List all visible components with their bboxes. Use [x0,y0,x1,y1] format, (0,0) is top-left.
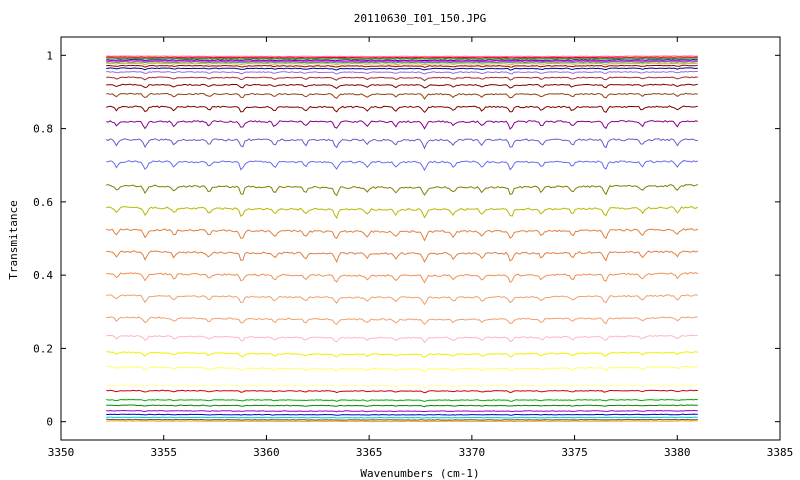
y-tick-label: 1 [46,49,53,62]
series-line [106,76,698,82]
axes-layer: 3350 3355 3360 3365 3370 3375 3380 3385 0 0.2 0.4 0… [33,37,793,459]
y-tick-label: 0.6 [33,196,53,209]
x-tick-label: 3365 [356,446,383,459]
series-line [106,398,698,403]
x-tick-label: 3350 [48,446,75,459]
series-line [106,334,698,344]
series-line [106,58,698,62]
series-line [106,57,698,60]
y-tick-label: 0.8 [33,123,53,136]
series-line [106,294,698,306]
series-line [106,413,698,416]
series-line [106,60,698,63]
series-line [106,416,698,419]
x-tick-label: 3380 [664,446,691,459]
series-line [106,384,698,388]
series-line [106,184,698,197]
series-line [105,138,698,150]
series-layer [105,55,699,423]
series-line [106,92,698,100]
y-axis-title: Transmitance [7,200,20,279]
chart-title: 20110630_I01_150.JPG [354,12,486,25]
series-line [106,206,699,220]
x-tick-label: 3355 [150,446,177,459]
series-line [106,409,698,413]
series-line [106,61,698,64]
series-line [106,105,698,114]
x-axis-title: Wavenumbers (cm-1) [360,467,479,480]
series-line [106,83,698,90]
series-line [106,119,698,130]
y-tick-label: 0.2 [33,342,53,355]
series-line [106,62,698,66]
x-tick-label: 3385 [767,446,794,459]
series-line [106,420,698,423]
series-line [106,389,698,394]
series-line [106,404,698,408]
series-line [106,250,699,264]
y-tick-label: 0 [46,416,53,429]
series-line [106,67,698,71]
plot-frame [60,36,781,441]
series-line [106,64,698,68]
series-line [106,272,699,284]
series-line [106,55,698,58]
y-tick-label: 0.4 [33,269,53,282]
x-tick-label: 3360 [253,446,280,459]
x-tick-label: 3375 [561,446,588,459]
series-line [106,316,698,326]
series-line [106,160,698,172]
series-line [106,365,698,373]
series-line [105,228,699,242]
x-tick-label: 3370 [459,446,486,459]
series-line [106,351,699,358]
series-line [106,56,698,59]
series-line [106,418,698,421]
series-line [106,70,698,75]
